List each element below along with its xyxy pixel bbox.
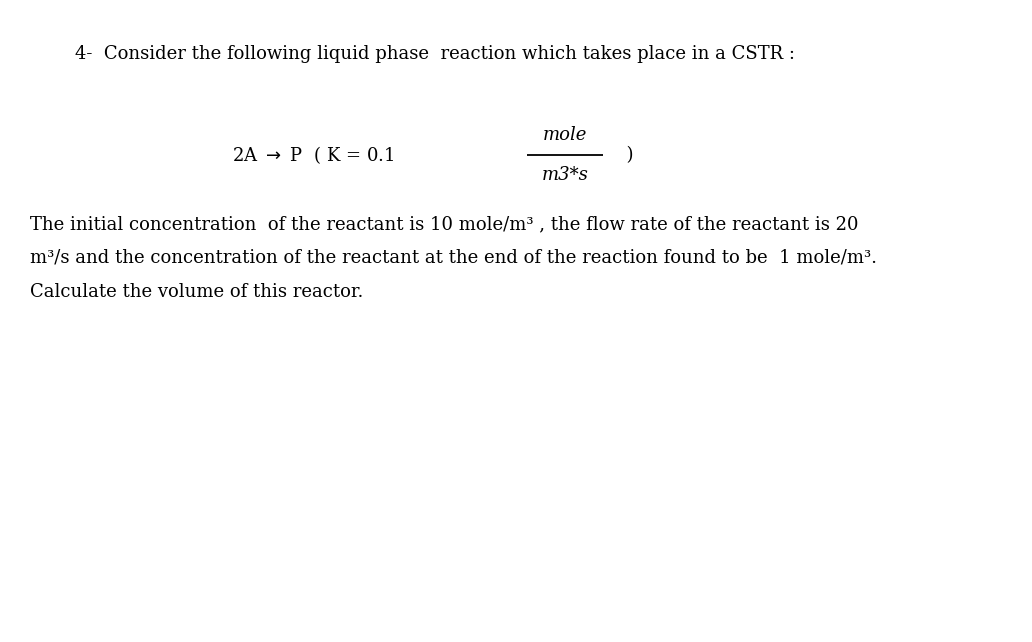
Text: 2A $\rightarrow$ P  ( K = 0.1: 2A $\rightarrow$ P ( K = 0.1: [232, 144, 397, 166]
Text: 4-  Consider the following liquid phase  reaction which takes place in a CSTR :: 4- Consider the following liquid phase r…: [75, 45, 795, 63]
Text: m3*s: m3*s: [542, 166, 588, 184]
Text: Calculate the volume of this reactor.: Calculate the volume of this reactor.: [30, 283, 363, 301]
Text: mole: mole: [543, 126, 587, 144]
Text: m³/s and the concentration of the reactant at the end of the reaction found to b: m³/s and the concentration of the reacta…: [30, 248, 877, 266]
Text: ): ): [615, 146, 634, 164]
Text: The initial concentration  of the reactant is 10 mole/m³ , the flow rate of the : The initial concentration of the reactan…: [30, 215, 859, 233]
